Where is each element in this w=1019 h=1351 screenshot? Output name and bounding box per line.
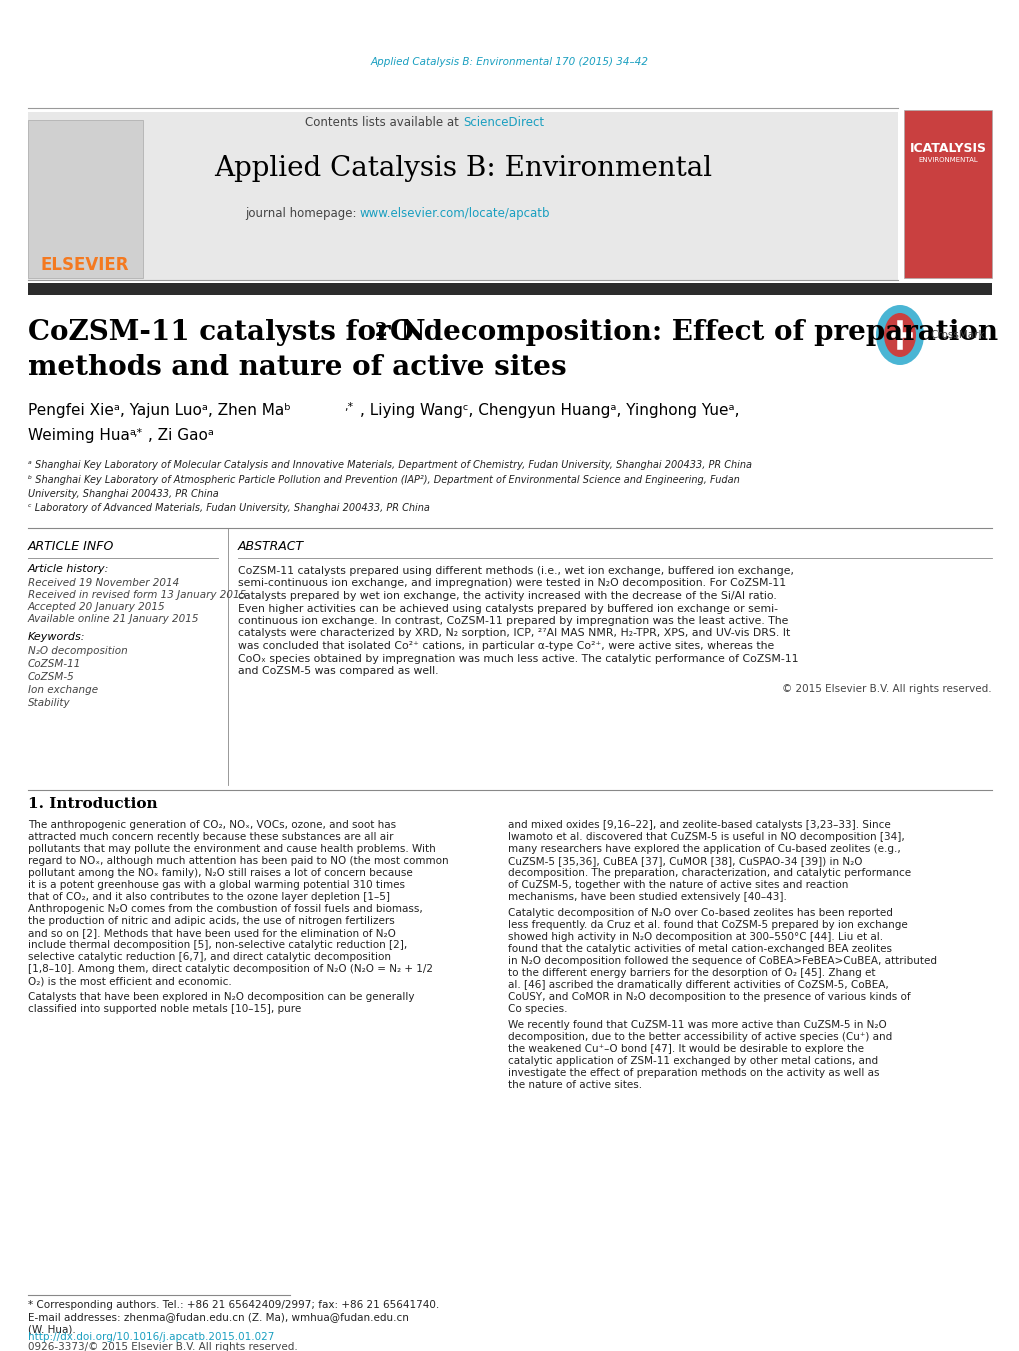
Text: CoOₓ species obtained by impregnation was much less active. The catalytic perfor: CoOₓ species obtained by impregnation wa… [237, 654, 798, 663]
Text: Co species.: Co species. [507, 1004, 567, 1015]
Text: (W. Hua).: (W. Hua). [28, 1324, 75, 1333]
Text: Pengfei Xieᵃ, Yajun Luoᵃ, Zhen Maᵇ: Pengfei Xieᵃ, Yajun Luoᵃ, Zhen Maᵇ [28, 403, 290, 417]
Text: to the different energy barriers for the desorption of O₂ [45]. Zhang et: to the different energy barriers for the… [507, 969, 874, 978]
Text: 1. Introduction: 1. Introduction [28, 797, 158, 811]
Text: pollutants that may pollute the environment and cause health problems. With: pollutants that may pollute the environm… [28, 844, 435, 854]
Text: www.elsevier.com/locate/apcatb: www.elsevier.com/locate/apcatb [360, 207, 550, 219]
Text: investigate the effect of preparation methods on the activity as well as: investigate the effect of preparation me… [507, 1069, 878, 1078]
Text: Catalytic decomposition of N₂O over Co-based zeolites has been reported: Catalytic decomposition of N₂O over Co-b… [507, 908, 892, 917]
Text: Ion exchange: Ion exchange [28, 685, 98, 694]
Text: selective catalytic reduction [6,7], and direct catalytic decomposition: selective catalytic reduction [6,7], and… [28, 952, 390, 962]
Text: catalytic application of ZSM-11 exchanged by other metal cations, and: catalytic application of ZSM-11 exchange… [507, 1056, 877, 1066]
Text: Anthropogenic N₂O comes from the combustion of fossil fuels and biomass,: Anthropogenic N₂O comes from the combust… [28, 904, 422, 915]
Text: catalysts prepared by wet ion exchange, the activity increased with the decrease: catalysts prepared by wet ion exchange, … [237, 590, 776, 601]
Text: Available online 21 January 2015: Available online 21 January 2015 [28, 613, 200, 624]
Text: in N₂O decomposition followed the sequence of CoBEA>FeBEA>CuBEA, attributed: in N₂O decomposition followed the sequen… [507, 957, 936, 966]
Text: O₂) is the most efficient and economic.: O₂) is the most efficient and economic. [28, 975, 231, 986]
Text: Stability: Stability [28, 698, 70, 708]
Text: and mixed oxides [9,16–22], and zeolite-based catalysts [3,23–33]. Since: and mixed oxides [9,16–22], and zeolite-… [507, 820, 890, 830]
Bar [28, 112, 897, 280]
Text: of CuZSM-5, together with the nature of active sites and reaction: of CuZSM-5, together with the nature of … [507, 880, 848, 890]
Text: Contents lists available at: Contents lists available at [305, 115, 463, 128]
Text: continuous ion exchange. In contrast, CoZSM-11 prepared by impregnation was the : continuous ion exchange. In contrast, Co… [237, 616, 788, 626]
Text: , Liying Wangᶜ, Chengyun Huangᵃ, Yinghong Yueᵃ,: , Liying Wangᶜ, Chengyun Huangᵃ, Yinghon… [360, 403, 739, 417]
Text: regard to NOₓ, although much attention has been paid to NO (the most common: regard to NOₓ, although much attention h… [28, 857, 448, 866]
Ellipse shape [875, 305, 923, 365]
Text: CuZSM-5 [35,36], CuBEA [37], CuMOR [38], CuSPAO-34 [39]) in N₂O: CuZSM-5 [35,36], CuBEA [37], CuMOR [38],… [507, 857, 862, 866]
Text: Applied Catalysis B: Environmental 170 (2015) 34–42: Applied Catalysis B: Environmental 170 (… [371, 57, 648, 68]
Text: E-mail addresses: zhenma@fudan.edu.cn (Z. Ma), wmhua@fudan.edu.cn: E-mail addresses: zhenma@fudan.edu.cn (Z… [28, 1312, 409, 1323]
Text: , Zi Gaoᵃ: , Zi Gaoᵃ [148, 428, 214, 443]
Text: ᵃ Shanghai Key Laboratory of Molecular Catalysis and Innovative Materials, Depar: ᵃ Shanghai Key Laboratory of Molecular C… [28, 459, 751, 470]
Text: ,*: ,* [132, 428, 142, 438]
Text: include thermal decomposition [5], non-selective catalytic reduction [2],: include thermal decomposition [5], non-s… [28, 940, 407, 950]
Text: http://dx.doi.org/10.1016/j.apcatb.2015.01.027: http://dx.doi.org/10.1016/j.apcatb.2015.… [28, 1332, 274, 1342]
Text: 0926-3373/© 2015 Elsevier B.V. All rights reserved.: 0926-3373/© 2015 Elsevier B.V. All right… [28, 1342, 298, 1351]
Text: methods and nature of active sites: methods and nature of active sites [28, 354, 567, 381]
Text: CrossMark: CrossMark [929, 330, 983, 340]
Text: © 2015 Elsevier B.V. All rights reserved.: © 2015 Elsevier B.V. All rights reserved… [782, 684, 991, 693]
Text: and CoZSM-5 was compared as well.: and CoZSM-5 was compared as well. [237, 666, 438, 676]
Text: Accepted 20 January 2015: Accepted 20 January 2015 [28, 603, 165, 612]
Text: catalysts were characterized by XRD, N₂ sorption, ICP, ²⁷Al MAS NMR, H₂-TPR, XPS: catalysts were characterized by XRD, N₂ … [237, 628, 790, 639]
Text: Received 19 November 2014: Received 19 November 2014 [28, 578, 179, 588]
Text: many researchers have explored the application of Cu-based zeolites (e.g.,: many researchers have explored the appli… [507, 844, 900, 854]
Text: ,*: ,* [343, 403, 353, 412]
Text: CoZSM-11 catalysts for N: CoZSM-11 catalysts for N [28, 319, 425, 346]
Text: mechanisms, have been studied extensively [40–43].: mechanisms, have been studied extensivel… [507, 892, 786, 902]
Bar [903, 109, 991, 278]
Text: The anthropogenic generation of CO₂, NOₓ, VOCs, ozone, and soot has: The anthropogenic generation of CO₂, NOₓ… [28, 820, 395, 830]
Text: ENVIRONMENTAL: ENVIRONMENTAL [917, 157, 977, 163]
Text: ICATALYSIS: ICATALYSIS [909, 142, 985, 154]
Text: O decomposition: Effect of preparation: O decomposition: Effect of preparation [389, 319, 998, 346]
Ellipse shape [883, 313, 915, 357]
Text: the weakened Cu⁺–O bond [47]. It would be desirable to explore the: the weakened Cu⁺–O bond [47]. It would b… [507, 1044, 863, 1054]
Text: Iwamoto et al. discovered that CuZSM-5 is useful in NO decomposition [34],: Iwamoto et al. discovered that CuZSM-5 i… [507, 832, 904, 842]
Text: classified into supported noble metals [10–15], pure: classified into supported noble metals [… [28, 1004, 301, 1015]
Text: decomposition. The preparation, characterization, and catalytic performance: decomposition. The preparation, characte… [507, 867, 910, 878]
Text: journal homepage:: journal homepage: [245, 207, 360, 219]
Text: Received in revised form 13 January 2015: Received in revised form 13 January 2015 [28, 590, 246, 600]
Text: CoZSM-11 catalysts prepared using different methods (i.e., wet ion exchange, buf: CoZSM-11 catalysts prepared using differ… [237, 566, 793, 576]
Text: attracted much concern recently because these substances are all air: attracted much concern recently because … [28, 832, 393, 842]
Text: pollutant among the NOₓ family), N₂O still raises a lot of concern because: pollutant among the NOₓ family), N₂O sti… [28, 867, 413, 878]
Text: the production of nitric and adipic acids, the use of nitrogen fertilizers: the production of nitric and adipic acid… [28, 916, 394, 925]
Text: CoZSM-5: CoZSM-5 [28, 671, 74, 682]
Text: University, Shanghai 200433, PR China: University, Shanghai 200433, PR China [28, 489, 218, 499]
Text: al. [46] ascribed the dramatically different activities of CoZSM-5, CoBEA,: al. [46] ascribed the dramatically diffe… [507, 979, 888, 990]
Text: Catalysts that have been explored in N₂O decomposition can be generally: Catalysts that have been explored in N₂O… [28, 992, 414, 1002]
Text: was concluded that isolated Co²⁺ cations, in particular α-type Co²⁺, were active: was concluded that isolated Co²⁺ cations… [237, 640, 773, 651]
Text: 2: 2 [375, 322, 387, 340]
Text: ScienceDirect: ScienceDirect [463, 115, 543, 128]
Text: that of CO₂, and it also contributes to the ozone layer depletion [1–5]: that of CO₂, and it also contributes to … [28, 892, 389, 902]
Text: ABSTRACT: ABSTRACT [237, 540, 304, 553]
Text: it is a potent greenhouse gas with a global warming potential 310 times: it is a potent greenhouse gas with a glo… [28, 880, 405, 890]
Text: * Corresponding authors. Tel.: +86 21 65642409/2997; fax: +86 21 65641740.: * Corresponding authors. Tel.: +86 21 65… [28, 1300, 439, 1310]
Text: We recently found that CuZSM-11 was more active than CuZSM-5 in N₂O: We recently found that CuZSM-11 was more… [507, 1020, 886, 1029]
Text: showed high activity in N₂O decomposition at 300–550°C [44]. Liu et al.: showed high activity in N₂O decompositio… [507, 932, 882, 942]
Text: Even higher activities can be achieved using catalysts prepared by buffered ion : Even higher activities can be achieved u… [237, 604, 777, 613]
Text: ᵇ Shanghai Key Laboratory of Atmospheric Particle Pollution and Prevention (IAP²: ᵇ Shanghai Key Laboratory of Atmospheric… [28, 476, 739, 485]
Text: Applied Catalysis B: Environmental: Applied Catalysis B: Environmental [214, 154, 711, 181]
Text: and so on [2]. Methods that have been used for the elimination of N₂O: and so on [2]. Methods that have been us… [28, 928, 395, 938]
Text: [1,8–10]. Among them, direct catalytic decomposition of N₂O (N₂O = N₂ + 1/2: [1,8–10]. Among them, direct catalytic d… [28, 965, 433, 974]
Text: ᶜ Laboratory of Advanced Materials, Fudan University, Shanghai 200433, PR China: ᶜ Laboratory of Advanced Materials, Fuda… [28, 503, 429, 513]
Text: less frequently. da Cruz et al. found that CoZSM-5 prepared by ion exchange: less frequently. da Cruz et al. found th… [507, 920, 907, 929]
Text: semi-continuous ion exchange, and impregnation) were tested in N₂O decomposition: semi-continuous ion exchange, and impreg… [237, 578, 786, 589]
Text: CoZSM-11: CoZSM-11 [28, 659, 82, 669]
Text: Article history:: Article history: [28, 563, 109, 574]
Text: N₂O decomposition: N₂O decomposition [28, 646, 127, 657]
Text: CoUSY, and CoMOR in N₂O decomposition to the presence of various kinds of: CoUSY, and CoMOR in N₂O decomposition to… [507, 992, 910, 1002]
Text: decomposition, due to the better accessibility of active species (Cu⁺) and: decomposition, due to the better accessi… [507, 1032, 892, 1042]
Bar [28, 282, 991, 295]
Text: found that the catalytic activities of metal cation-exchanged BEA zeolites: found that the catalytic activities of m… [507, 944, 892, 954]
Text: the nature of active sites.: the nature of active sites. [507, 1079, 642, 1090]
Text: Weiming Huaᵃ: Weiming Huaᵃ [28, 428, 136, 443]
Text: ELSEVIER: ELSEVIER [41, 255, 129, 274]
Text: Keywords:: Keywords: [28, 632, 86, 642]
Text: ARTICLE INFO: ARTICLE INFO [28, 540, 114, 553]
Bar [28, 120, 143, 278]
